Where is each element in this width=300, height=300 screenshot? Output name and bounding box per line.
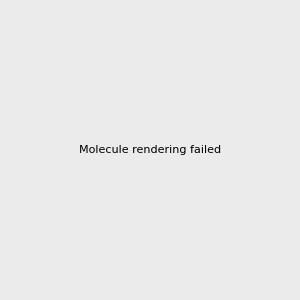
Text: Molecule rendering failed: Molecule rendering failed (79, 145, 221, 155)
